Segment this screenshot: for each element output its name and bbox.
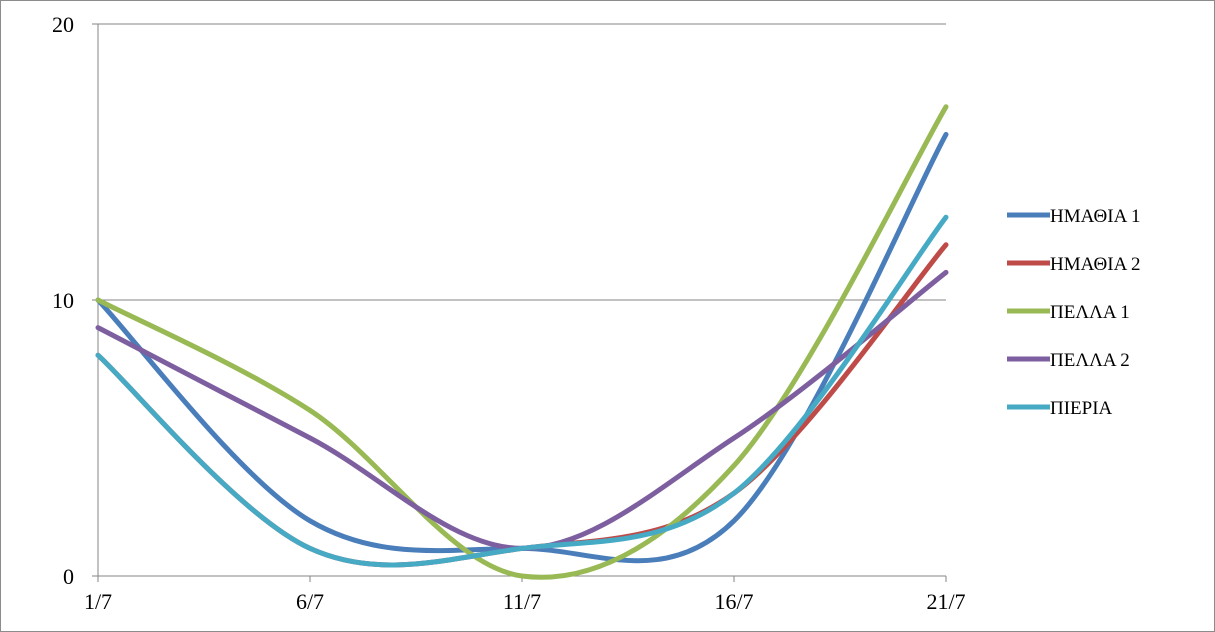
- legend-item: ΗΜΑΘΙΑ 2: [1007, 254, 1141, 275]
- y-tick-label: 10: [52, 288, 74, 313]
- legend: ΗΜΑΘΙΑ 1 ΗΜΑΘΙΑ 2 ΠΕΛΛΑ 1 ΠΕΛΛΑ 2 ΠΙΕΡΙΑ: [1007, 206, 1141, 419]
- y-tick-label: 0: [63, 564, 74, 589]
- series-line-2: [95, 242, 949, 568]
- series-line-3: [95, 104, 949, 580]
- series-line-5: [95, 214, 949, 568]
- x-tick-label: 1/7: [84, 589, 112, 614]
- legend-label: ΠΙΕΡΙΑ: [1050, 398, 1113, 419]
- y-tick-label: 20: [52, 12, 74, 37]
- legend-item: ΠΕΛΛΑ 1: [1007, 302, 1130, 323]
- legend-label: ΗΜΑΘΙΑ 1: [1050, 206, 1141, 227]
- legend-label: ΗΜΑΘΙΑ 2: [1050, 254, 1141, 275]
- x-tick-label: 11/7: [503, 589, 541, 614]
- legend-item: ΠΙΕΡΙΑ: [1007, 398, 1113, 419]
- gridlines: [98, 23, 946, 301]
- legend-item: ΠΕΛΛΑ 2: [1007, 350, 1130, 371]
- x-tick-label: 21/7: [926, 589, 965, 614]
- x-tick-label: 16/7: [714, 589, 753, 614]
- legend-label: ΠΕΛΛΑ 1: [1050, 302, 1130, 323]
- legend-label: ΠΕΛΛΑ 2: [1050, 350, 1130, 371]
- axes: 0 10 20 1/7 6/7 11/7 16/7 21/7: [52, 12, 966, 614]
- series-lines: [95, 104, 949, 580]
- legend-item: ΗΜΑΘΙΑ 1: [1007, 206, 1141, 227]
- series-line-1: [95, 131, 949, 564]
- x-tick-label: 6/7: [296, 589, 324, 614]
